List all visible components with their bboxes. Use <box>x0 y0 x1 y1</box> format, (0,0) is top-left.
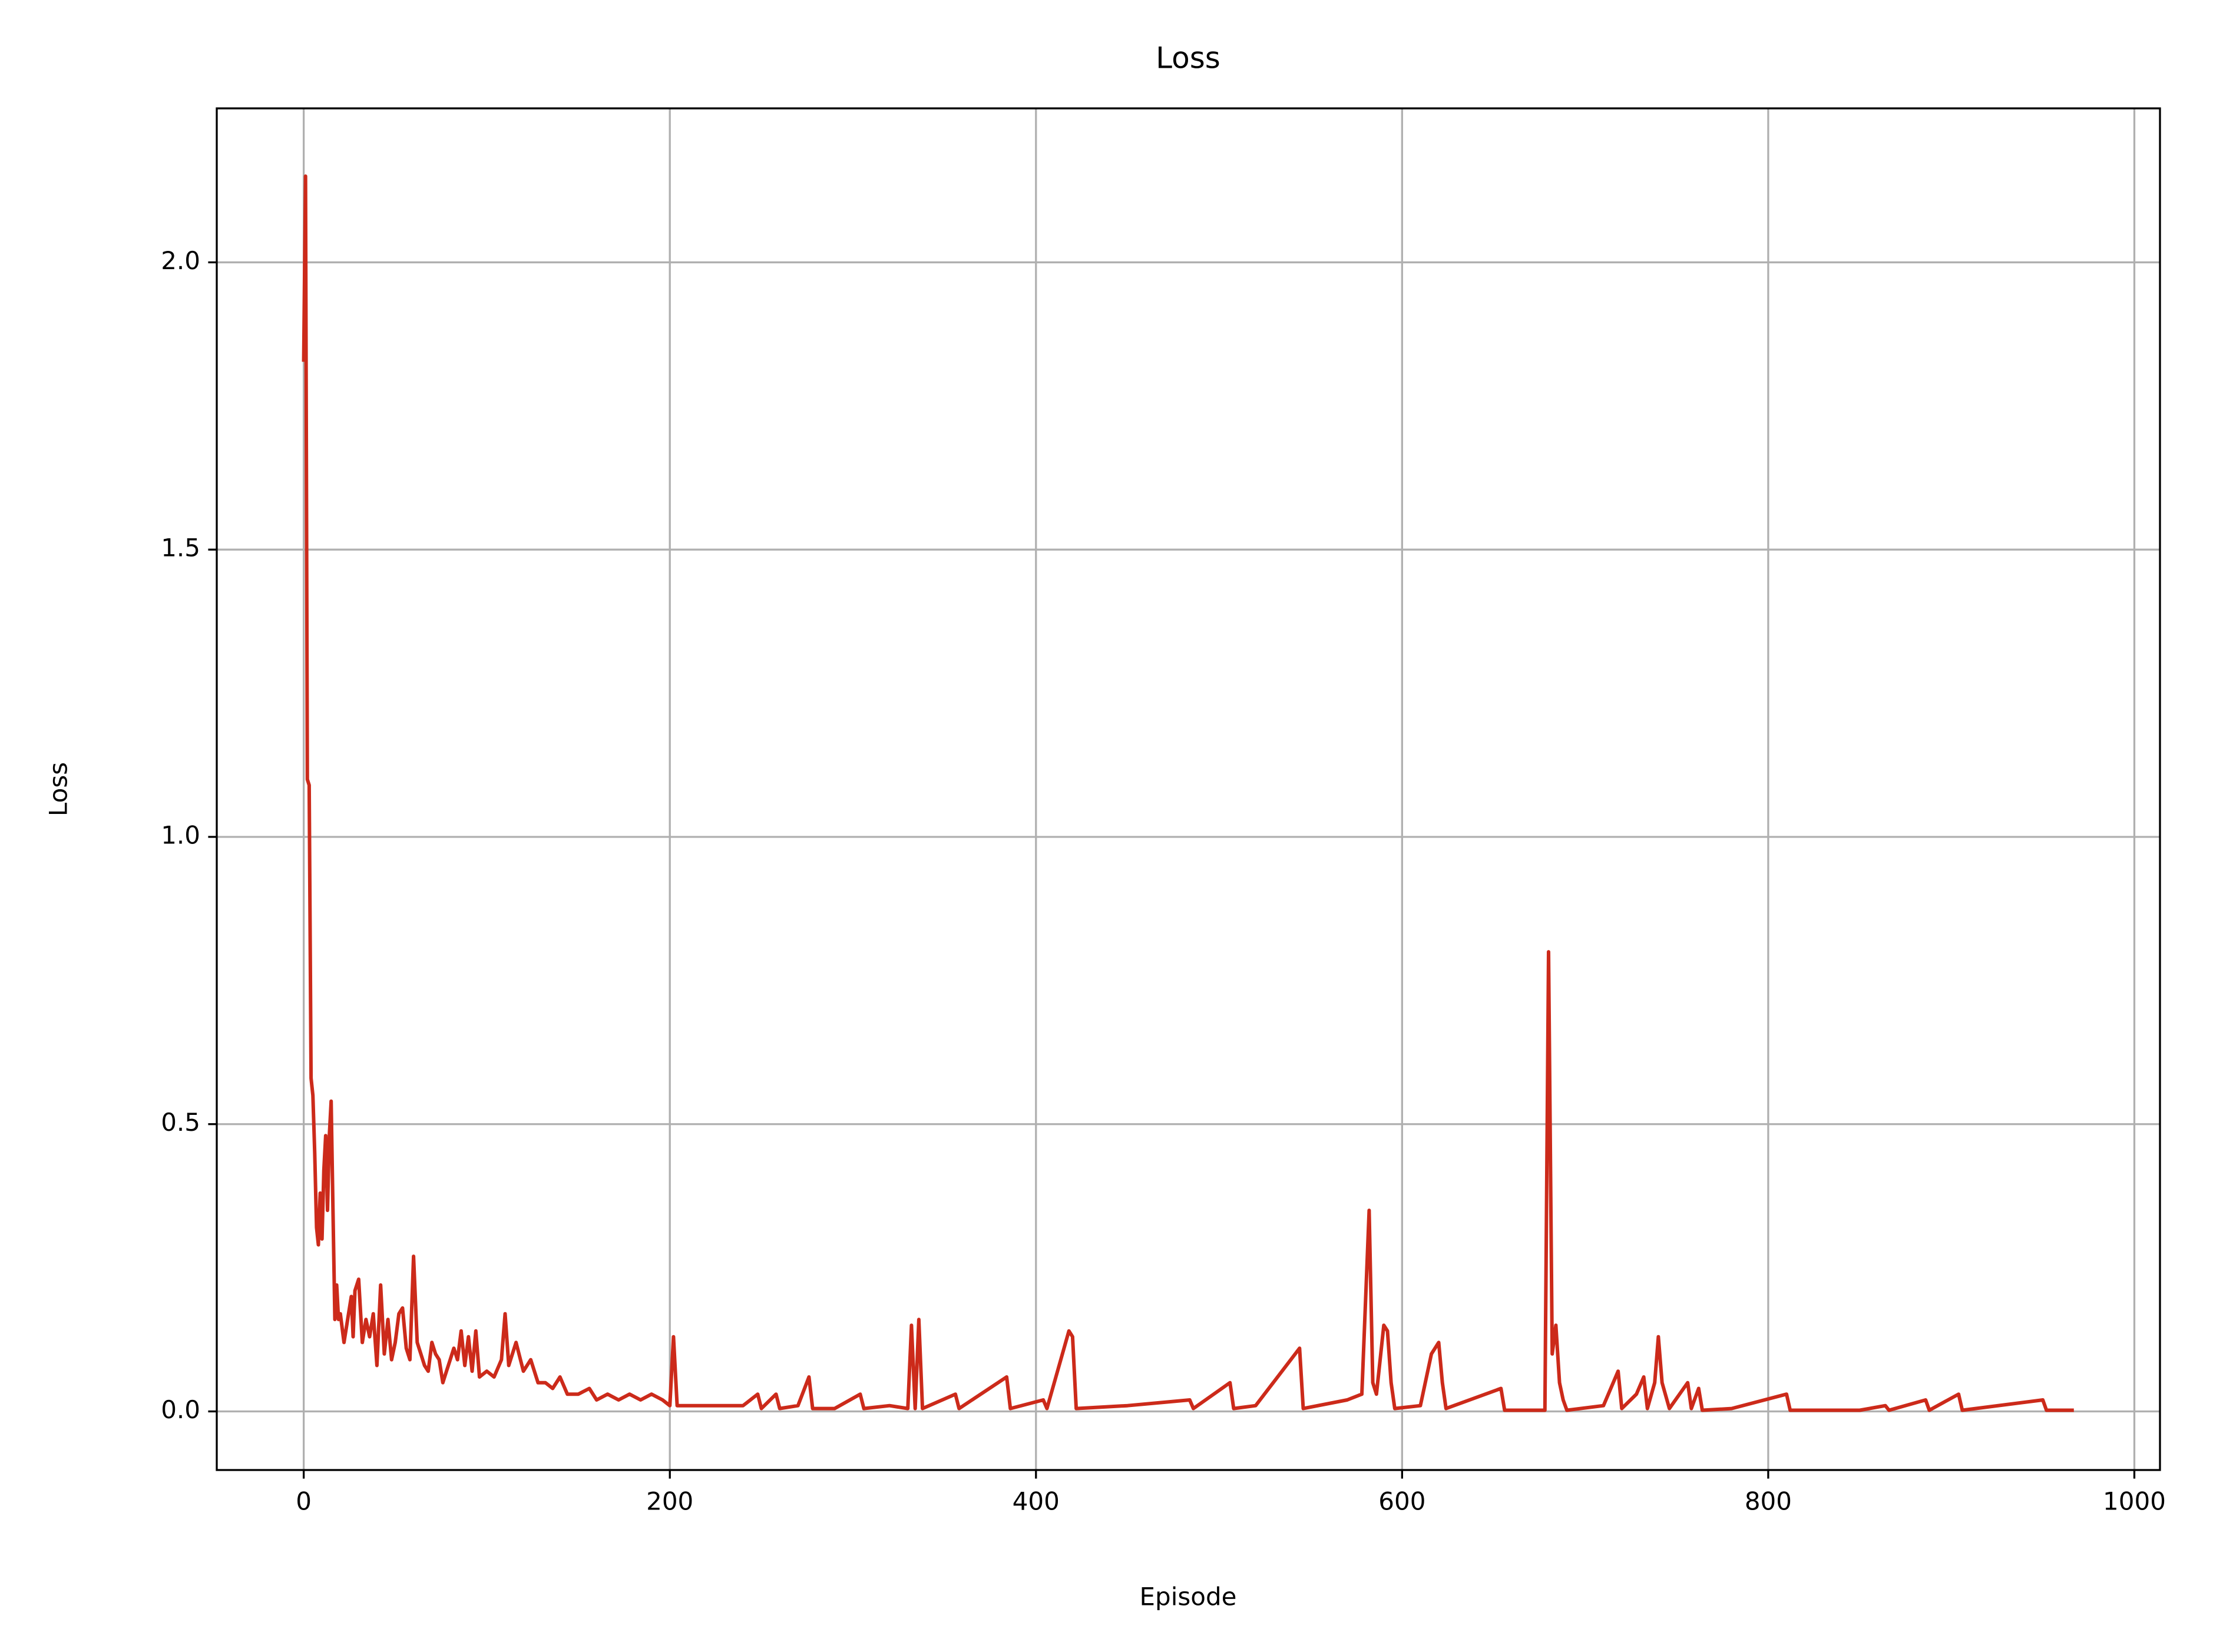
y-tick-label: 1.5 <box>161 534 200 562</box>
x-tick-label: 800 <box>1745 1487 1792 1516</box>
x-tick-label: 1000 <box>2103 1487 2166 1516</box>
y-tick-label: 1.0 <box>161 820 200 849</box>
x-axis-label: Episode <box>1140 1583 1237 1611</box>
line <box>302 174 2074 1412</box>
y-tick-label: 0.0 <box>161 1395 200 1424</box>
chart-title: Loss <box>1156 41 1220 75</box>
y-tick-label: 0.5 <box>161 1108 200 1137</box>
x-tick-label: 600 <box>1378 1487 1425 1516</box>
plot-frame <box>216 107 2161 1471</box>
x-tick-label: 400 <box>1013 1487 1060 1516</box>
x-tick-label: 0 <box>296 1487 312 1516</box>
x-tick-label: 200 <box>646 1487 693 1516</box>
y-axis-label: Loss <box>44 762 73 816</box>
y-tick-label: 2.0 <box>161 246 200 275</box>
